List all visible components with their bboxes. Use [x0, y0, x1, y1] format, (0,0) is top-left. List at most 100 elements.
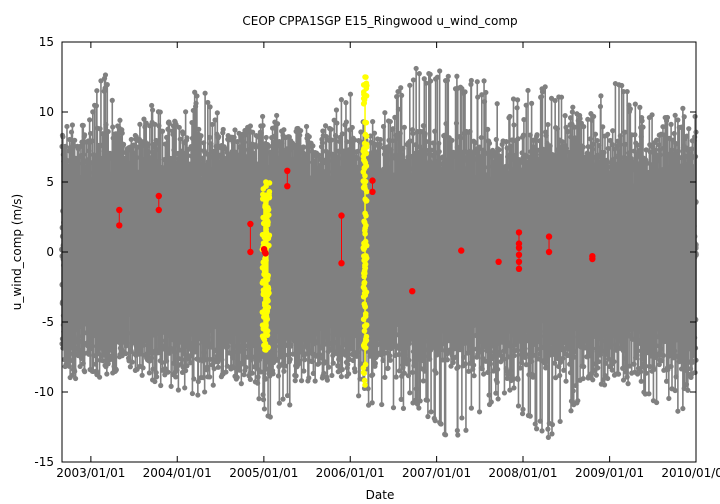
- normal-data-point: [102, 72, 109, 78]
- normal-data-point: [149, 102, 155, 109]
- normal-data-point: [194, 93, 200, 99]
- normal-data-point: [330, 360, 336, 366]
- normal-data-point: [72, 368, 78, 374]
- normal-data-point: [639, 118, 645, 124]
- normal-data-point: [185, 356, 191, 362]
- normal-data-point: [458, 135, 464, 141]
- normal-data-point: [618, 284, 625, 291]
- normal-data-point: [534, 346, 540, 352]
- normal-data-point: [525, 87, 531, 94]
- normal-data-point: [258, 369, 264, 375]
- normal-data-point: [369, 289, 376, 296]
- normal-data-point: [358, 361, 364, 367]
- normal-data-point: [410, 77, 417, 83]
- normal-data-point: [322, 123, 329, 129]
- normal-data-point: [210, 382, 216, 388]
- normal-data-point: [425, 413, 431, 420]
- normal-data-point: [127, 364, 133, 370]
- normal-data-point: [260, 122, 266, 129]
- normal-data-point: [596, 359, 602, 365]
- normal-data-point: [298, 128, 304, 134]
- normal-data-point: [207, 210, 214, 217]
- normal-data-point: [69, 122, 76, 128]
- normal-data-point: [577, 115, 583, 122]
- normal-data-point: [433, 370, 439, 376]
- chart-title: CEOP CPPA1SGP E15_Ringwood u_wind_comp: [242, 14, 517, 28]
- normal-data-point: [494, 101, 500, 107]
- normal-data-point: [215, 364, 221, 370]
- normal-data-point: [601, 149, 607, 156]
- normal-data-point: [344, 139, 350, 145]
- normal-data-point: [250, 129, 256, 135]
- normal-data-point: [376, 206, 383, 213]
- normal-data-point: [438, 421, 444, 427]
- normal-data-point: [202, 389, 208, 395]
- normal-data-point: [275, 283, 282, 290]
- normal-data-point: [123, 350, 129, 357]
- normal-data-point: [485, 126, 491, 132]
- normal-data-point: [432, 418, 438, 424]
- normal-data-point: [351, 137, 358, 143]
- normal-data-point: [303, 123, 310, 130]
- normal-data-point: [281, 127, 287, 133]
- normal-data-point: [598, 93, 604, 99]
- normal-data-point: [343, 119, 349, 125]
- normal-data-point: [358, 129, 364, 135]
- normal-data-point: [128, 136, 134, 143]
- normal-data-point: [59, 224, 66, 231]
- normal-data-point: [468, 405, 474, 411]
- normal-data-point: [541, 316, 548, 323]
- normal-data-point: [139, 372, 145, 378]
- normal-data-point: [193, 100, 199, 106]
- normal-data-point: [261, 406, 268, 412]
- normal-data-point: [605, 200, 612, 207]
- normal-data-point: [486, 140, 493, 146]
- normal-data-point: [149, 107, 156, 113]
- normal-data-point: [140, 365, 146, 371]
- normal-data-point: [407, 190, 414, 197]
- normal-data-point: [624, 374, 630, 380]
- normal-data-point: [191, 376, 197, 382]
- normal-data-point: [68, 129, 75, 135]
- normal-data-point: [173, 374, 179, 380]
- normal-data-point: [298, 378, 305, 384]
- normal-data-point: [262, 376, 268, 382]
- normal-data-point: [270, 371, 276, 377]
- normal-data-point: [198, 133, 204, 139]
- normal-data-point: [184, 135, 190, 141]
- normal-data-point: [558, 94, 565, 100]
- normal-data-point: [668, 363, 674, 370]
- normal-data-point: [276, 400, 282, 406]
- normal-data-point: [494, 379, 500, 385]
- normal-data-point: [476, 409, 483, 415]
- normal-data-point: [341, 273, 348, 280]
- normal-data-point: [687, 194, 694, 201]
- normal-data-point: [100, 358, 106, 364]
- normal-data-point: [503, 139, 509, 145]
- normal-data-point: [286, 295, 293, 302]
- normal-data-point: [388, 287, 395, 294]
- normal-data-point: [520, 406, 526, 412]
- normal-data-point: [72, 137, 78, 143]
- normal-data-point: [406, 300, 413, 307]
- normal-data-point: [234, 374, 240, 380]
- normal-data-point: [619, 187, 626, 194]
- normal-data-point: [82, 369, 88, 375]
- normal-data-point: [247, 376, 253, 382]
- normal-data-point: [104, 82, 110, 88]
- normal-data-point: [147, 224, 154, 231]
- normal-data-point: [515, 403, 522, 409]
- normal-data-point: [209, 121, 215, 128]
- normal-data-point: [632, 101, 638, 107]
- normal-data-point: [175, 387, 181, 393]
- normal-data-point: [212, 117, 218, 123]
- normal-data-point: [133, 303, 140, 310]
- normal-data-point: [456, 224, 463, 231]
- normal-data-point: [120, 141, 127, 147]
- normal-data-point: [387, 357, 393, 363]
- normal-data-point: [575, 398, 581, 404]
- normal-data-point: [231, 134, 237, 140]
- normal-data-point: [334, 270, 341, 277]
- normal-data-point: [412, 319, 419, 326]
- normal-data-point: [347, 91, 354, 97]
